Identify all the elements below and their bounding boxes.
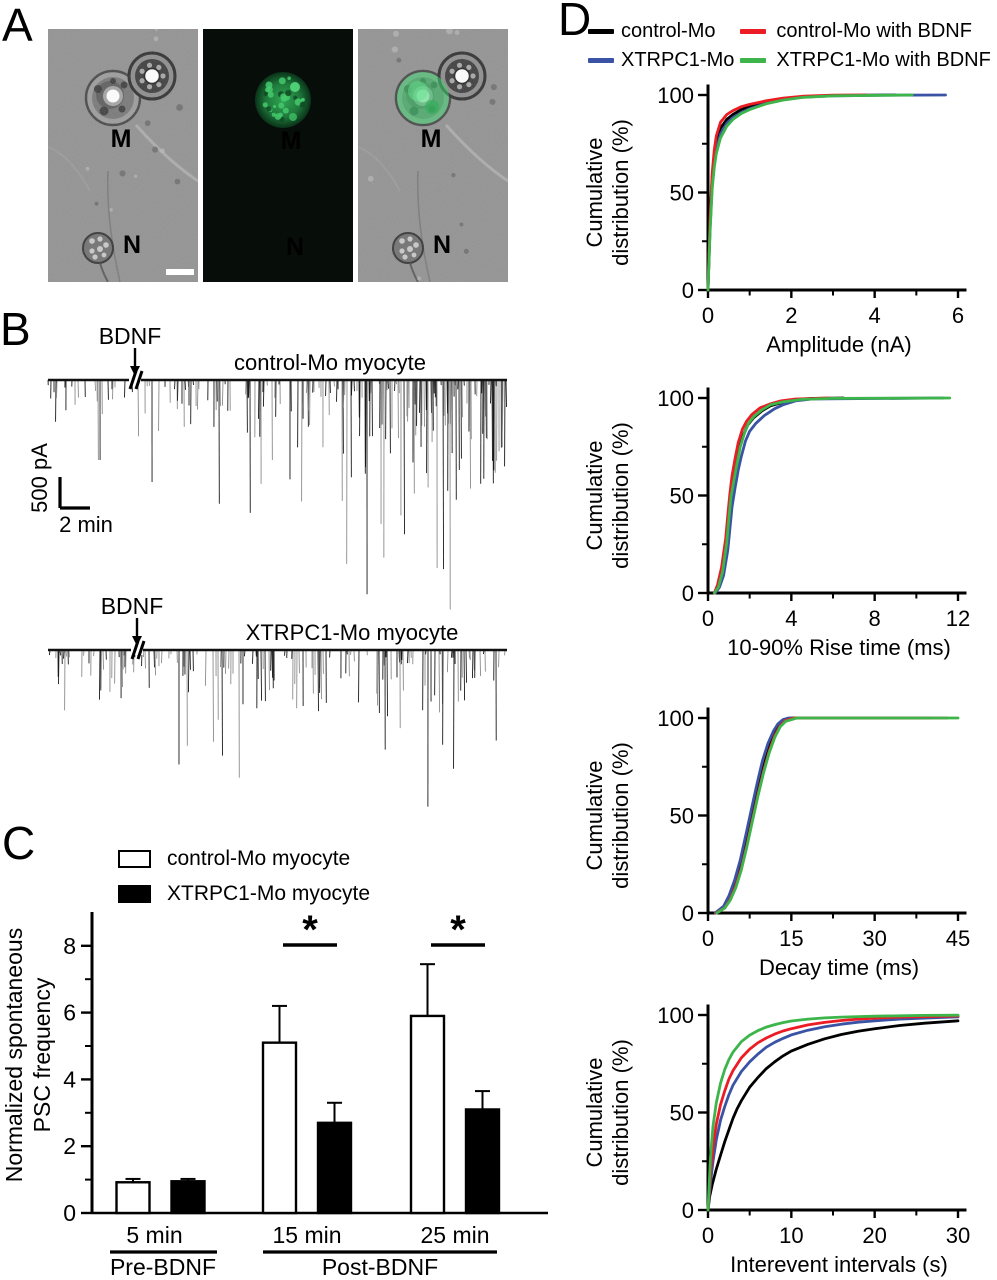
svg-text:100: 100: [657, 706, 694, 731]
legend-label-xtrpc1-mo-bdnf: XTRPC1-Mo with BDNF: [776, 49, 991, 71]
svg-text:distribution (%): distribution (%): [608, 119, 633, 266]
legend-swatch-xtrpc1: [118, 885, 151, 903]
cdf-plot-interevent-intervals: 0 50 100 0 10 20 30 Interevent intervals (s) Cum…: [582, 1003, 970, 1277]
svg-text:5 min: 5 min: [126, 1222, 182, 1248]
micrograph-brightfield: MN: [48, 29, 198, 282]
panel-a-letter: A: [2, 0, 33, 51]
svg-text:15 min: 15 min: [272, 1222, 341, 1248]
svg-text:Cumulative: Cumulative: [582, 760, 607, 870]
cdf-plot-decay-time: 0 50 100 0 15 30 45 Decay time (ms) Cumulative di…: [582, 706, 970, 980]
svg-text:100: 100: [657, 1003, 694, 1028]
legend-label-control-mo-bdnf: control-Mo with BDNF: [776, 20, 972, 42]
svg-text:2: 2: [785, 303, 797, 328]
legend-label-xtrpc1-mo: XTRPC1-Mo: [621, 49, 735, 71]
svg-text:50: 50: [670, 804, 694, 829]
panel-d-letter: D: [558, 0, 592, 45]
svg-text:2 min: 2 min: [59, 512, 113, 537]
svg-text:M: M: [421, 125, 442, 153]
panel-c-legend: control-Mo myocyte XTRPC1-Mo myocyte: [118, 847, 370, 906]
svg-text:4: 4: [63, 1066, 76, 1092]
svg-text:50: 50: [670, 484, 694, 509]
panel-c-letter: C: [2, 817, 36, 869]
svg-text:15: 15: [779, 926, 803, 951]
svg-text:12: 12: [946, 606, 970, 631]
svg-text:Decay time (ms): Decay time (ms): [759, 955, 919, 980]
svg-text:BDNF: BDNF: [101, 593, 164, 619]
svg-text:0: 0: [682, 581, 694, 606]
legend-swatch-control: [118, 850, 151, 868]
svg-text:N: N: [123, 231, 141, 259]
svg-text:Post-BDNF: Post-BDNF: [322, 1254, 438, 1280]
svg-text:Cumulative: Cumulative: [582, 1057, 607, 1167]
svg-text:M: M: [281, 127, 302, 155]
svg-text:Interevent intervals (s): Interevent intervals (s): [730, 1252, 948, 1277]
svg-text:10-90% Rise time (ms): 10-90% Rise time (ms): [727, 635, 951, 660]
svg-text:XTRPC1-Mo myocyte: XTRPC1-Mo myocyte: [246, 620, 459, 645]
micrograph-fluorescence: MN: [203, 29, 353, 282]
svg-text:45: 45: [946, 926, 970, 951]
svg-text:0: 0: [702, 606, 714, 631]
panel-c-bar-chart-svg: 0 2 4 6 8 Normalized spontaneous PSC frequency…: [1, 908, 548, 1280]
legend-label-xtrpc1: XTRPC1-Mo myocyte: [167, 882, 371, 905]
svg-text:0: 0: [682, 1198, 694, 1223]
svg-text:500 pA: 500 pA: [30, 443, 52, 513]
svg-text:0: 0: [702, 1223, 714, 1248]
svg-text:20: 20: [862, 1223, 886, 1248]
micrograph-merge: MN: [358, 29, 508, 282]
svg-text:8: 8: [869, 606, 881, 631]
svg-text:distribution (%): distribution (%): [608, 742, 633, 889]
svg-text:distribution (%): distribution (%): [608, 1039, 633, 1186]
panel-b-traces-svg: BDNF control-Mo myocyte BDNF XTRPC1-Mo myoc…: [30, 323, 507, 807]
cdf-plot-amplitude: 0 50 100 0 2 4 6 Amplitude (nA) Cumulative distri…: [582, 83, 967, 357]
legend-line-xtrpc1-mo-bdnf: [740, 58, 767, 63]
svg-text:distribution (%): distribution (%): [608, 422, 633, 569]
panel-b-letter: B: [0, 303, 31, 355]
svg-text:N: N: [286, 233, 304, 261]
svg-text:*: *: [450, 908, 466, 952]
svg-text:100: 100: [657, 83, 694, 108]
svg-text:Normalized spontaneous: Normalized spontaneous: [1, 928, 27, 1182]
svg-text:*: *: [302, 908, 318, 952]
legend-line-control-mo: [588, 29, 614, 34]
svg-text:0: 0: [682, 901, 694, 926]
svg-text:4: 4: [785, 606, 797, 631]
svg-text:30: 30: [862, 926, 886, 951]
svg-text:N: N: [433, 231, 451, 259]
legend-line-xtrpc1-mo: [588, 58, 614, 63]
svg-text:25 min: 25 min: [420, 1222, 489, 1248]
svg-text:6: 6: [952, 303, 964, 328]
cdf-plot-rise-time: 0 50 100 0 4 8 12 10-90% Rise time (ms) Cumulati…: [582, 386, 970, 660]
svg-text:BDNF: BDNF: [99, 323, 162, 349]
svg-text:Cumulative: Cumulative: [582, 440, 607, 550]
svg-text:6: 6: [63, 1000, 76, 1026]
legend-label-control-mo: control-Mo: [621, 20, 716, 42]
svg-text:Amplitude (nA): Amplitude (nA): [766, 332, 912, 357]
svg-text:4: 4: [869, 303, 881, 328]
legend-line-control-mo-bdnf: [740, 29, 767, 34]
svg-text:Pre-BDNF: Pre-BDNF: [110, 1254, 216, 1280]
svg-text:50: 50: [670, 1101, 694, 1126]
svg-text:10: 10: [779, 1223, 803, 1248]
svg-text:0: 0: [682, 278, 694, 303]
svg-text:PSC frequency: PSC frequency: [29, 977, 55, 1132]
svg-text:Cumulative: Cumulative: [582, 137, 607, 247]
svg-text:0: 0: [702, 303, 714, 328]
svg-text:2: 2: [63, 1133, 76, 1159]
svg-text:control-Mo myocyte: control-Mo myocyte: [234, 350, 426, 375]
svg-text:100: 100: [657, 386, 694, 411]
svg-text:0: 0: [63, 1200, 76, 1226]
svg-text:50: 50: [670, 181, 694, 206]
panel-d-legend: control-Mo control-Mo with BDNF XTRPC1-M…: [588, 20, 991, 72]
svg-text:30: 30: [946, 1223, 970, 1248]
svg-text:0: 0: [702, 926, 714, 951]
legend-label-control: control-Mo myocyte: [167, 847, 351, 870]
svg-text:M: M: [111, 125, 132, 153]
svg-text:8: 8: [63, 933, 76, 959]
